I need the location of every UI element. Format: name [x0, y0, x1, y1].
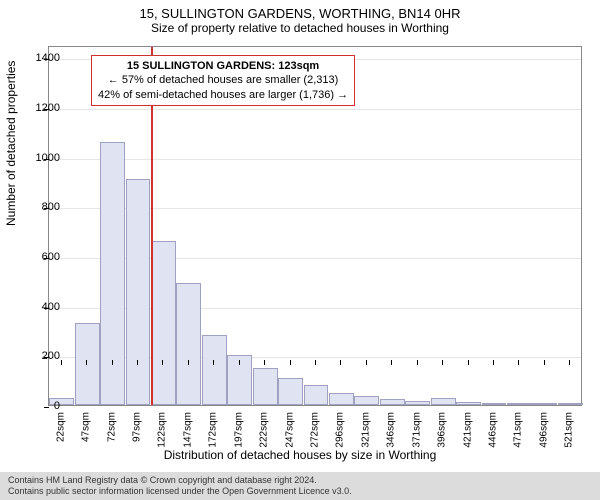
xtick-mark	[468, 360, 469, 365]
xtick-mark	[569, 360, 570, 365]
histogram-bar	[532, 403, 557, 405]
y-axis-label: Number of detached properties	[4, 61, 18, 226]
xtick-label: 371sqm	[411, 412, 422, 448]
ytick-label: 200	[42, 350, 60, 362]
xtick-mark	[112, 360, 113, 365]
xtick-mark	[417, 360, 418, 365]
xtick-mark	[290, 360, 291, 365]
annotation-box: 15 SULLINGTON GARDENS: 123sqm← 57% of de…	[91, 55, 355, 106]
xtick-label: 496sqm	[538, 412, 549, 448]
annotation-line-3: 42% of semi-detached houses are larger (…	[98, 88, 348, 102]
xtick-label: 22sqm	[55, 412, 66, 442]
ytick-label: 0	[54, 400, 60, 412]
histogram-bar	[278, 378, 303, 405]
xtick-mark	[493, 360, 494, 365]
annotation-line-1: 15 SULLINGTON GARDENS: 123sqm	[98, 59, 348, 73]
ytick-label: 400	[42, 301, 60, 313]
histogram-bar	[380, 399, 405, 405]
xtick-mark	[213, 360, 214, 365]
footer-line-2: Contains public sector information licen…	[8, 486, 592, 497]
histogram-bar	[176, 283, 201, 405]
histogram-bar	[482, 403, 507, 405]
xtick-mark	[137, 360, 138, 365]
xtick-label: 147sqm	[182, 412, 193, 448]
xtick-label: 296sqm	[335, 412, 346, 448]
ytick-label: 800	[42, 201, 60, 213]
ytick-label: 600	[42, 251, 60, 263]
histogram-bar	[126, 179, 151, 405]
histogram-bar	[100, 142, 125, 405]
histogram-bar	[354, 396, 379, 405]
chart-area: 15 SULLINGTON GARDENS: 123sqm← 57% of de…	[48, 46, 582, 406]
histogram-bar	[405, 401, 430, 405]
xtick-mark	[340, 360, 341, 365]
histogram-bar	[507, 403, 532, 405]
xtick-label: 172sqm	[208, 412, 219, 448]
histogram-bar	[456, 402, 481, 405]
ytick-label: 1000	[36, 152, 60, 164]
xtick-mark	[61, 360, 62, 365]
xtick-label: 122sqm	[157, 412, 168, 448]
xtick-mark	[518, 360, 519, 365]
gridline	[49, 159, 581, 160]
xtick-label: 47sqm	[81, 412, 92, 442]
xtick-mark	[544, 360, 545, 365]
ytick-label: 1200	[36, 102, 60, 114]
xtick-mark	[264, 360, 265, 365]
plot-area: 15 SULLINGTON GARDENS: 123sqm← 57% of de…	[48, 46, 582, 406]
xtick-label: 396sqm	[437, 412, 448, 448]
xtick-mark	[86, 360, 87, 365]
xtick-label: 197sqm	[233, 412, 244, 448]
histogram-bar	[329, 393, 354, 405]
footer-attribution: Contains HM Land Registry data © Crown c…	[0, 472, 600, 500]
histogram-bar	[558, 403, 583, 405]
xtick-label: 521sqm	[564, 412, 575, 448]
ytick-label: 1400	[36, 52, 60, 64]
annotation-line-2: ← 57% of detached houses are smaller (2,…	[98, 73, 348, 87]
footer-line-1: Contains HM Land Registry data © Crown c…	[8, 475, 592, 486]
ytick-mark	[44, 407, 49, 408]
x-axis-label: Distribution of detached houses by size …	[0, 448, 600, 462]
xtick-label: 97sqm	[132, 412, 143, 442]
xtick-mark	[162, 360, 163, 365]
histogram-bar	[304, 385, 329, 405]
histogram-bar	[202, 335, 227, 405]
xtick-mark	[442, 360, 443, 365]
gridline	[49, 109, 581, 110]
xtick-label: 222sqm	[259, 412, 270, 448]
xtick-label: 272sqm	[310, 412, 321, 448]
xtick-label: 421sqm	[462, 412, 473, 448]
chart-title-main: 15, SULLINGTON GARDENS, WORTHING, BN14 0…	[0, 0, 600, 21]
xtick-label: 446sqm	[488, 412, 499, 448]
xtick-label: 471sqm	[513, 412, 524, 448]
histogram-bar	[431, 398, 456, 405]
xtick-mark	[315, 360, 316, 365]
histogram-bar	[253, 368, 278, 405]
xtick-label: 247sqm	[284, 412, 295, 448]
xtick-mark	[366, 360, 367, 365]
xtick-mark	[391, 360, 392, 365]
xtick-label: 321sqm	[360, 412, 371, 448]
histogram-bar	[227, 355, 252, 405]
xtick-label: 346sqm	[386, 412, 397, 448]
chart-title-sub: Size of property relative to detached ho…	[0, 21, 600, 39]
xtick-mark	[239, 360, 240, 365]
histogram-bar	[151, 241, 176, 405]
xtick-mark	[188, 360, 189, 365]
xtick-label: 72sqm	[106, 412, 117, 442]
